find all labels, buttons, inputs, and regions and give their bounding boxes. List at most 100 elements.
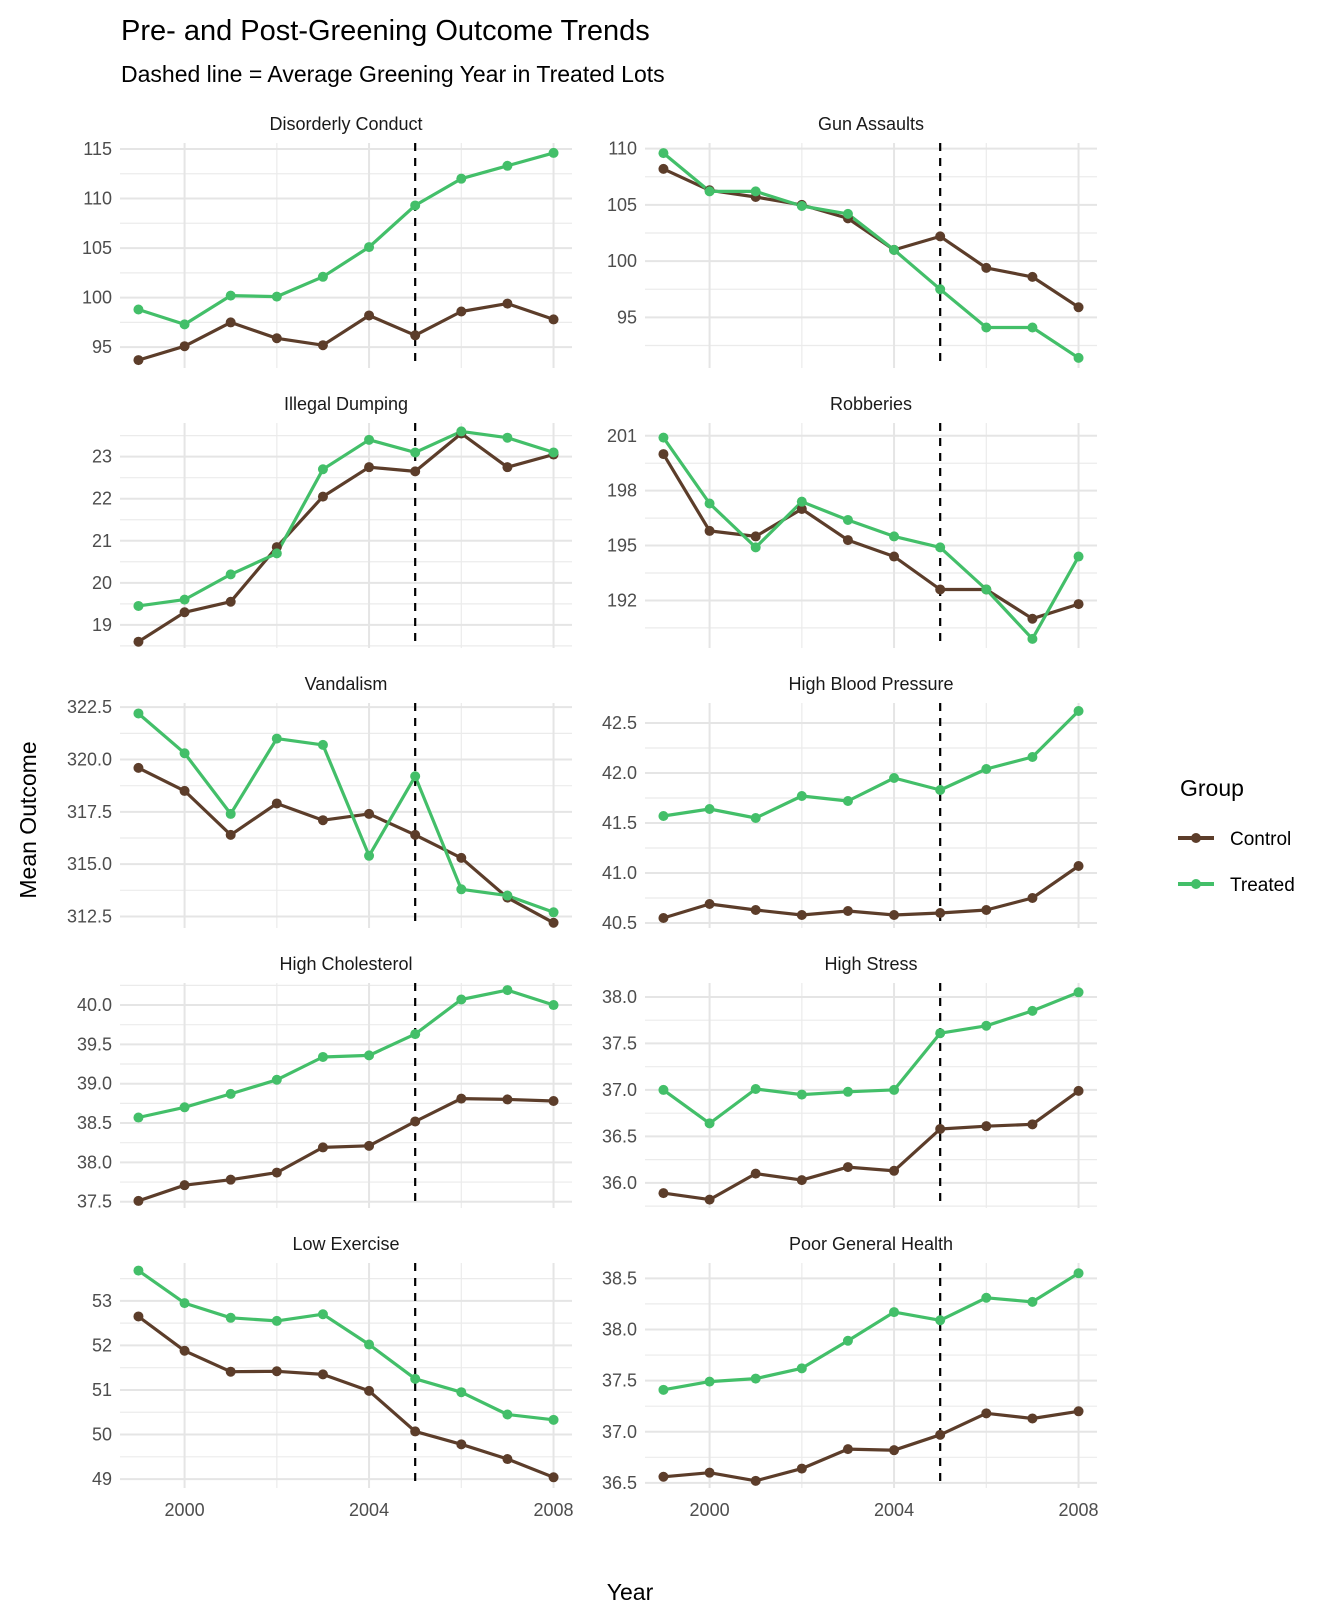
data-point-treated (750, 1083, 761, 1094)
data-point-treated (704, 1118, 715, 1129)
data-point-control (704, 1467, 715, 1478)
data-point-control (271, 798, 282, 809)
data-point-control (704, 1194, 715, 1205)
panel-grid: Disorderly Conduct 95 100 105 110 115 Gun Assa… (67, 114, 1099, 1520)
data-point-treated (1027, 322, 1038, 333)
chart-title: Pre- and Post-Greening Outcome Trends (121, 15, 650, 47)
data-point-control (317, 340, 328, 351)
data-point-control (842, 535, 853, 546)
data-point-control (410, 330, 421, 341)
data-point-control (1027, 1119, 1038, 1130)
panel-low-exercise: Low Exercise 49 50 51 52 53 2000 2004 2008 (92, 1234, 574, 1520)
panel-high-blood-pressure: High Blood Pressure 40.5 41.0 41.5 42.0 42.5 (602, 674, 1097, 933)
data-point-control (225, 317, 236, 328)
data-point-treated (179, 319, 190, 330)
data-point-control (410, 466, 421, 477)
data-point-treated (179, 1298, 190, 1309)
y-tick-label: 39.0 (77, 1074, 112, 1094)
data-point-treated (750, 813, 761, 823)
series-line-control (137, 1315, 555, 1479)
data-point-control (935, 584, 946, 595)
data-point-control (704, 525, 715, 536)
data-point-treated (935, 785, 946, 795)
data-point-control (133, 762, 144, 773)
data-point-control (548, 1096, 559, 1107)
panel-disorderly-conduct: Disorderly Conduct 95 100 105 110 115 (82, 114, 572, 368)
y-tick-label: 37.0 (602, 1080, 637, 1100)
data-point-control (1027, 613, 1038, 624)
data-point-treated (133, 708, 144, 719)
data-point-treated (410, 1373, 421, 1384)
series-line-treated (137, 712, 555, 914)
x-axis-title: Year (607, 1579, 654, 1605)
data-point-control (133, 355, 144, 366)
data-point-treated (842, 1086, 853, 1097)
data-point-control (317, 1142, 328, 1153)
y-tick-label: 41.5 (602, 813, 637, 833)
y-tick-label: 37.5 (602, 1371, 637, 1391)
x-tick-label: 2008 (1059, 1500, 1099, 1520)
series-line-treated (662, 436, 1080, 641)
y-tick-label: 50 (92, 1425, 112, 1445)
data-point-control (456, 1093, 467, 1104)
data-point-control (842, 906, 853, 916)
series-line-treated (663, 709, 1080, 820)
data-point-treated (133, 1265, 144, 1276)
data-point-treated (133, 1112, 144, 1123)
legend-item-treated: Treated (1178, 875, 1295, 896)
data-point-treated (1073, 352, 1084, 363)
data-point-treated (225, 569, 236, 580)
data-point-control (502, 1454, 513, 1465)
y-tick-label: 95 (617, 307, 637, 327)
series-line-control (663, 1409, 1079, 1483)
panel-title: Low Exercise (292, 1234, 399, 1254)
data-point-treated (1027, 752, 1038, 762)
y-tick-label: 42.0 (602, 763, 637, 783)
x-tick-label: 2004 (349, 1500, 389, 1520)
y-tick-label: 105 (82, 238, 112, 258)
data-point-treated (1073, 987, 1084, 998)
data-point-treated (502, 160, 513, 171)
data-point-treated (658, 1084, 669, 1095)
data-point-treated (456, 173, 467, 184)
data-point-control (1073, 1085, 1084, 1096)
chart-subtitle: Dashed line = Average Greening Year in T… (121, 61, 665, 87)
y-tick-label: 22 (92, 489, 112, 509)
legend-item-control: Control (1178, 829, 1291, 850)
series-line-control (662, 167, 1080, 309)
panel-title: Vandalism (305, 674, 388, 694)
data-point-treated (796, 496, 807, 507)
data-point-treated (935, 1028, 946, 1039)
data-point-treated (981, 1292, 992, 1303)
data-point-treated (271, 733, 282, 744)
data-point-control (502, 462, 513, 473)
y-tick-label: 36.5 (602, 1473, 637, 1493)
data-point-control (1027, 893, 1038, 903)
y-tick-label: 39.5 (77, 1034, 112, 1054)
data-point-treated (179, 1102, 190, 1113)
data-point-control (179, 785, 190, 796)
series-line-treated (137, 151, 555, 326)
x-tick-label: 2004 (874, 1500, 914, 1520)
y-tick-label: 317.5 (67, 802, 112, 822)
series-line-control (662, 864, 1080, 920)
data-point-control (364, 1140, 375, 1151)
legend: Group Control Treated (1178, 775, 1295, 896)
data-point-treated (456, 426, 467, 437)
data-point-treated (658, 148, 669, 159)
data-point-control (981, 1408, 992, 1419)
data-point-control (750, 1475, 761, 1486)
y-tick-label: 19 (92, 615, 112, 635)
y-tick-label: 23 (92, 447, 112, 467)
data-point-treated (317, 271, 328, 282)
data-point-control (750, 905, 761, 915)
data-point-control (842, 1444, 853, 1455)
data-point-treated (889, 773, 900, 783)
panel-vandalism: Vandalism 312.5 315.0 317.5 320.0 322.5 (67, 674, 572, 928)
data-point-control (935, 231, 946, 242)
y-tick-label: 322.5 (67, 697, 112, 717)
data-point-control (658, 1188, 669, 1199)
panel-poor-general-health: Poor General Health 36.5 37.0 37.5 38.0 38.5 2… (602, 1234, 1099, 1520)
data-point-control (317, 815, 328, 826)
